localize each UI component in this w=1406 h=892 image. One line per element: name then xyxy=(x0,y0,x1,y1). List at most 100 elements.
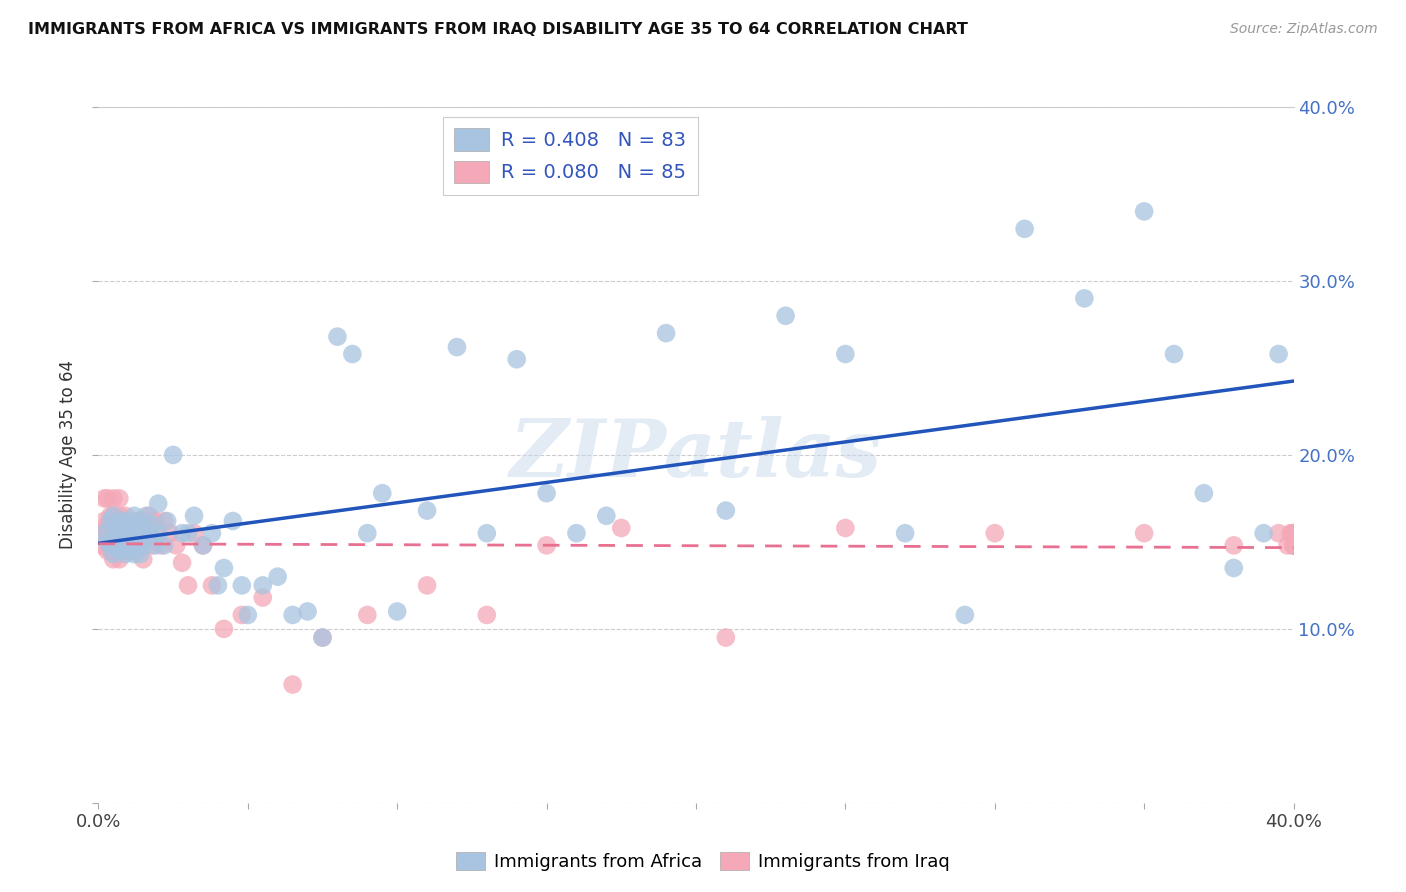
Point xyxy=(1253,526,1275,541)
Point xyxy=(148,526,170,541)
Point xyxy=(595,508,617,523)
Point xyxy=(138,526,160,541)
Text: Source: ZipAtlas.com: Source: ZipAtlas.com xyxy=(1230,22,1378,37)
Legend: R = 0.408   N = 83, R = 0.080   N = 85: R = 0.408 N = 83, R = 0.080 N = 85 xyxy=(443,117,697,194)
Point xyxy=(252,591,274,605)
Point xyxy=(143,514,166,528)
Point xyxy=(153,538,176,552)
Point xyxy=(114,547,136,561)
Point xyxy=(1282,526,1305,541)
Point xyxy=(148,526,170,541)
Point xyxy=(231,607,253,622)
Point xyxy=(371,486,394,500)
Point xyxy=(111,526,134,541)
Point xyxy=(201,578,224,592)
Point xyxy=(117,543,139,558)
Point xyxy=(135,532,157,546)
Point xyxy=(132,538,155,552)
Point xyxy=(183,526,205,541)
Point xyxy=(1282,526,1305,541)
Point xyxy=(326,329,349,343)
Point xyxy=(96,534,118,549)
Point xyxy=(1267,526,1289,541)
Point xyxy=(446,340,468,354)
Point xyxy=(124,508,146,523)
Point xyxy=(894,526,917,541)
Point xyxy=(165,538,187,552)
Point xyxy=(117,526,139,541)
Point xyxy=(135,526,157,541)
Point xyxy=(834,521,856,535)
Point xyxy=(775,309,797,323)
Point xyxy=(1282,526,1305,541)
Point xyxy=(100,514,122,528)
Point xyxy=(105,538,128,552)
Point xyxy=(536,538,558,552)
Point xyxy=(111,526,134,541)
Point xyxy=(191,538,214,552)
Point xyxy=(281,677,304,691)
Point xyxy=(93,526,115,541)
Point xyxy=(100,508,122,523)
Point xyxy=(124,534,146,549)
Point xyxy=(1163,347,1185,361)
Point xyxy=(1223,538,1246,552)
Point xyxy=(297,605,319,619)
Point xyxy=(172,556,194,570)
Point xyxy=(90,526,112,541)
Point xyxy=(1279,526,1302,541)
Point xyxy=(129,526,152,541)
Point xyxy=(222,514,245,528)
Point xyxy=(114,521,136,535)
Point xyxy=(1282,538,1305,552)
Point xyxy=(143,538,166,552)
Point xyxy=(103,552,125,566)
Point xyxy=(984,526,1007,541)
Point xyxy=(655,326,678,340)
Point xyxy=(207,578,229,592)
Point xyxy=(108,552,131,566)
Point xyxy=(105,514,128,528)
Point xyxy=(103,508,125,523)
Point xyxy=(475,607,498,622)
Point xyxy=(124,538,146,552)
Point xyxy=(150,538,173,552)
Point xyxy=(1277,538,1299,552)
Point xyxy=(117,532,139,546)
Point xyxy=(252,578,274,592)
Point xyxy=(117,514,139,528)
Point xyxy=(111,514,134,528)
Point xyxy=(714,631,737,645)
Point xyxy=(127,521,149,535)
Point xyxy=(1282,538,1305,552)
Point xyxy=(108,526,131,541)
Point xyxy=(93,526,115,541)
Point xyxy=(953,607,976,622)
Point xyxy=(610,521,633,535)
Point xyxy=(416,503,439,517)
Point xyxy=(120,521,142,535)
Point xyxy=(148,497,170,511)
Point xyxy=(565,526,588,541)
Point xyxy=(105,532,128,546)
Point xyxy=(162,448,184,462)
Point xyxy=(267,570,290,584)
Point xyxy=(96,543,118,558)
Point xyxy=(111,538,134,552)
Point xyxy=(506,352,529,367)
Point xyxy=(172,526,194,541)
Point xyxy=(120,543,142,558)
Point xyxy=(281,607,304,622)
Point xyxy=(132,514,155,528)
Point xyxy=(103,547,125,561)
Point xyxy=(536,486,558,500)
Point xyxy=(1282,538,1305,552)
Point xyxy=(108,521,131,535)
Point xyxy=(132,521,155,535)
Point xyxy=(156,514,179,528)
Point xyxy=(212,622,235,636)
Point xyxy=(416,578,439,592)
Point xyxy=(124,514,146,528)
Point xyxy=(356,526,378,541)
Point xyxy=(714,503,737,517)
